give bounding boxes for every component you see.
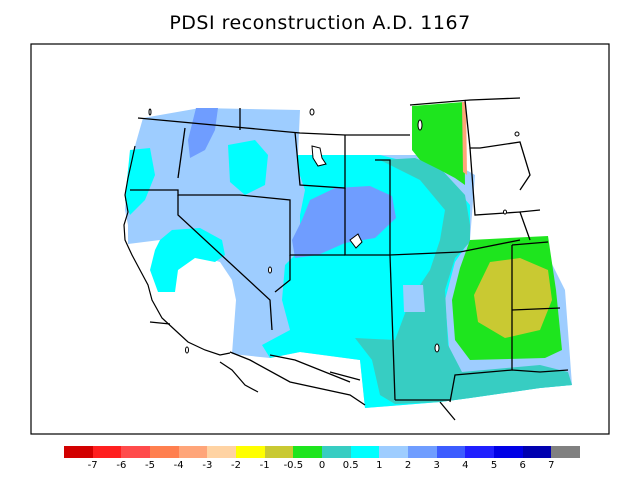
pdsi-region-orange-sliver <box>462 102 467 175</box>
legend-tick-label: -2 <box>231 460 241 471</box>
legend-tick-label: -6 <box>116 460 127 471</box>
map-title: PDSI reconstruction A.D. 1167 <box>169 12 471 34</box>
legend-swatch <box>92 446 122 458</box>
legend-tick-label: 1 <box>376 460 383 471</box>
pdsi-region-olive <box>474 258 552 338</box>
pdsi-region-cyan-nw <box>125 148 155 215</box>
legend-swatch <box>293 446 323 458</box>
legend-tick-label: 0.5 <box>342 460 359 471</box>
legend-color-bar <box>64 446 581 458</box>
legend-tick-label: 6 <box>519 460 526 471</box>
legend-swatch <box>236 446 265 458</box>
legend-tick-label: -5 <box>145 460 155 471</box>
legend-tick-label: -3 <box>202 460 213 471</box>
legend-tick-label: 5 <box>490 460 498 471</box>
legend-swatch <box>408 446 437 458</box>
pdsi-region-cyan-pocket <box>228 140 268 195</box>
pdsi-region-blue-center <box>292 186 396 258</box>
lakes <box>148 108 520 354</box>
legend-swatch <box>121 446 151 458</box>
legend-swatch <box>350 446 380 458</box>
legend-swatch <box>522 446 552 458</box>
legend-tick-label: 0 <box>318 460 326 471</box>
coastline <box>123 145 259 393</box>
pdsi-region-green-north <box>412 102 465 185</box>
legend-swatch <box>207 446 237 458</box>
legend-swatch <box>150 446 179 458</box>
legend-swatch <box>551 446 581 458</box>
legend-swatch <box>264 446 294 458</box>
legend-tick-label: -7 <box>87 460 98 471</box>
legend-tick-label: 2 <box>404 460 412 471</box>
pdsi-legend: -7 -6 -5 -4 -3 -2 -1 -0.5 0 0.5 1 2 3 4 5 6 7 <box>64 446 581 476</box>
legend-tick-labels: -7 -6 -5 -4 -3 -2 -1 -0.5 0 0.5 1 2 3 4 5 6 7 <box>64 458 580 474</box>
state-boundaries <box>130 97 569 421</box>
legend-tick-label: 7 <box>548 460 555 471</box>
legend-tick-label: -4 <box>173 460 184 471</box>
pdsi-region-blue-north <box>188 108 218 158</box>
legend-swatch <box>322 446 351 458</box>
legend-swatch <box>64 446 93 458</box>
legend-swatch <box>494 446 523 458</box>
legend-tick-label: -1 <box>259 460 270 471</box>
pdsi-region-blue-pocket <box>403 285 425 312</box>
legend-swatch <box>436 446 466 458</box>
legend-tick-label: -0.5 <box>283 460 304 471</box>
legend-swatch <box>178 446 208 458</box>
pdsi-region-teal <box>355 158 572 404</box>
legend-tick-label: 3 <box>433 460 440 471</box>
pdsi-region-cyan-west <box>150 228 225 292</box>
legend-swatch <box>465 446 495 458</box>
legend-swatch <box>379 446 409 458</box>
legend-tick-label: 4 <box>462 460 469 471</box>
